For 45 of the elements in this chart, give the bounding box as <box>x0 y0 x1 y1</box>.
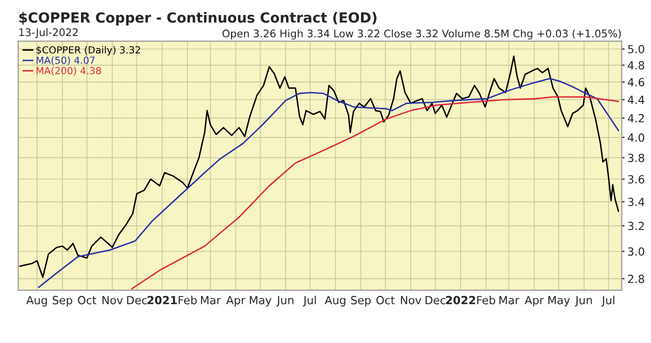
x-tick-label: Oct <box>376 296 395 304</box>
x-tick-label: May <box>250 296 272 306</box>
x-tick-label: Oct <box>78 296 96 304</box>
x-tick-label: Dec <box>426 296 446 304</box>
text: Open 3.26 High 3.34 Low 3.22 Close 3.32 Volume 8.5M Chg +0.03 (+1.05%) <box>222 29 621 40</box>
x-tick-label: Jul <box>601 296 614 306</box>
x-tick-label: 2022 <box>446 296 476 304</box>
x-tick-label: Sep <box>52 296 72 306</box>
x-tick-label: Mar <box>499 296 520 304</box>
x-tick-label: Aug <box>324 296 346 306</box>
y-tick-label: 4.6 <box>628 78 644 86</box>
x-tick-label: Nov <box>102 296 123 304</box>
x-tick-label: Sep <box>351 296 371 306</box>
legend-label: MA(200) 4.38 <box>36 66 101 76</box>
y-tick-label: 4.2 <box>628 114 644 122</box>
chart-subtitle: 13-Jul-2022 <box>19 28 78 38</box>
x-tick-label: Apr <box>524 296 544 306</box>
x-tick-label: May <box>548 296 570 306</box>
x-tick-label: 2021 <box>148 296 177 304</box>
legend-label: MA(50) 4.07 <box>36 56 95 66</box>
legend-label: $COPPER (Daily) 3.32 <box>36 46 140 56</box>
x-tick-label: Feb <box>477 296 496 304</box>
chart-title: $COPPER Copper - Continuous Contract (EOD) <box>19 12 376 26</box>
x-tick-label: Aug <box>26 296 47 306</box>
y-tick-label: 3.6 <box>628 175 644 184</box>
x-tick-label: Jul <box>302 296 316 306</box>
y-tick-label: 4.4 <box>628 96 644 104</box>
line-series <box>131 96 620 290</box>
x-tick-label: Nov <box>400 296 422 304</box>
x-tick-label: Jun <box>276 296 294 306</box>
y-tick-label: 5.0 <box>628 44 644 54</box>
y-tick-label: 4.0 <box>628 133 644 142</box>
y-tick-label: 3.2 <box>628 222 644 230</box>
x-tick-label: Apr <box>226 296 246 306</box>
x-tick-label: Dec <box>127 296 147 304</box>
y-tick-label: 2.8 <box>628 274 644 284</box>
y-tick-label: 3.0 <box>628 247 644 256</box>
x-tick-label: Jun <box>574 296 592 306</box>
line-series <box>38 78 620 288</box>
x-tick-label: Mar <box>201 296 221 304</box>
y-tick-label: 3.4 <box>628 198 644 206</box>
y-tick-label: 3.8 <box>628 154 644 162</box>
y-tick-label: 4.8 <box>628 61 644 70</box>
line-series <box>19 56 620 278</box>
x-tick-label: Feb <box>178 296 197 304</box>
